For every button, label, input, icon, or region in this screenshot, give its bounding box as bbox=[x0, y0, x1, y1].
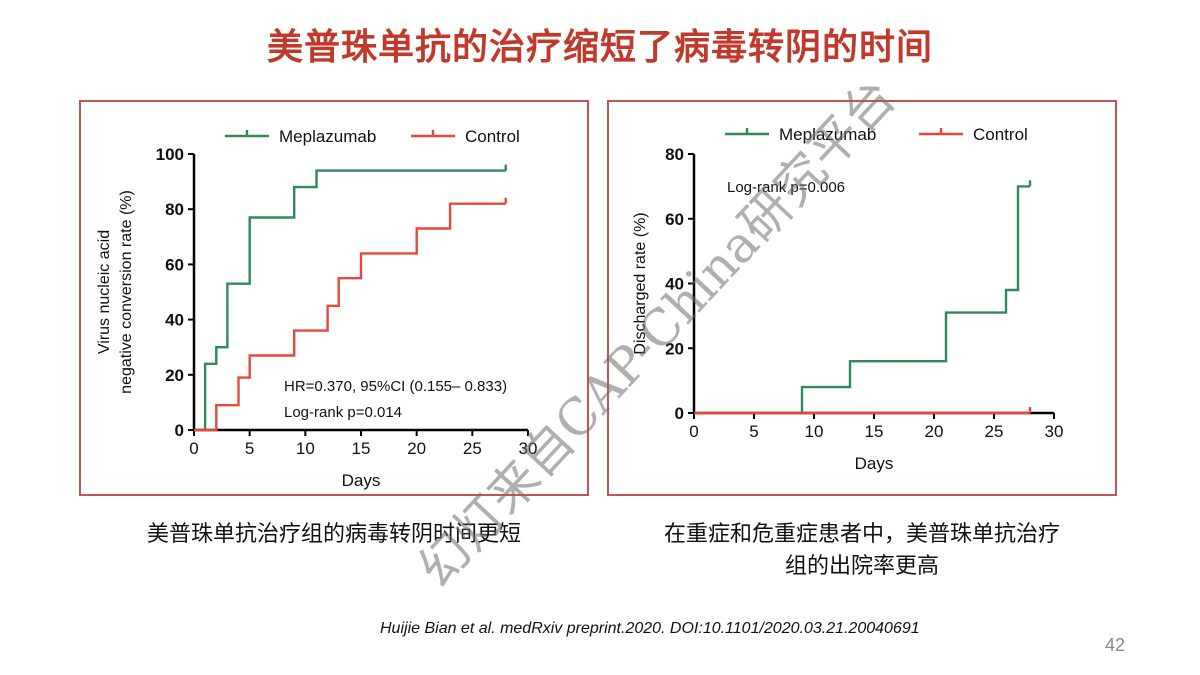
x-tick-label: 0 bbox=[689, 422, 698, 441]
y-tick-label: 40 bbox=[665, 275, 684, 294]
x-tick-label: 20 bbox=[407, 439, 426, 458]
annotation-text: Log-rank p=0.006 bbox=[727, 179, 845, 196]
annotation-text: HR=0.370, 95%CI (0.155– 0.833) bbox=[284, 378, 507, 395]
legend-label-control: Control bbox=[465, 127, 520, 146]
y-axis-label: Discharged rate (%) bbox=[632, 212, 649, 354]
caption-right-line2: 组的出院率更高 bbox=[784, 553, 939, 578]
x-tick-label: 25 bbox=[985, 422, 1004, 441]
y-tick-label: 60 bbox=[665, 210, 684, 229]
km-chart-discharge: 0 5 10 15 20 25 30 0 20 40 60 80 Days Discharged rate… bbox=[632, 125, 1064, 473]
chart-panel-discharge: 0 5 10 15 20 25 30 0 20 40 60 80 Days Discharged rate… bbox=[607, 100, 1117, 496]
y-axis-label-line2: negative conversion rate (%) bbox=[118, 190, 135, 394]
y-tick-label: 40 bbox=[165, 311, 184, 330]
chart-panel-virus-conversion: 0 5 10 15 20 25 30 0 20 40 60 80 100 Days Virus nuclei… bbox=[79, 100, 589, 496]
annotation-text: Log-rank p=0.014 bbox=[284, 404, 402, 421]
y-tick-label: 0 bbox=[175, 421, 184, 440]
x-tick-label: 0 bbox=[189, 439, 198, 458]
legend-label-meplazumab: Meplazumab bbox=[779, 125, 876, 144]
x-tick-label: 15 bbox=[865, 422, 884, 441]
x-tick-label: 5 bbox=[749, 422, 758, 441]
x-tick-label: 20 bbox=[925, 422, 944, 441]
x-axis-label: Days bbox=[342, 471, 381, 490]
x-tick-label: 30 bbox=[1045, 422, 1064, 441]
x-tick-label: 5 bbox=[245, 439, 254, 458]
series-line-meplazumab bbox=[694, 185, 1030, 415]
y-tick-label: 20 bbox=[165, 366, 184, 385]
x-tick-label: 15 bbox=[352, 439, 371, 458]
legend-label-meplazumab: Meplazumab bbox=[279, 127, 376, 146]
page-number: 42 bbox=[1105, 635, 1126, 655]
y-tick-label: 100 bbox=[156, 145, 184, 164]
x-tick-label: 10 bbox=[805, 422, 824, 441]
y-axis-label-line1: Virus nucleic acid bbox=[96, 230, 113, 354]
y-tick-label: 80 bbox=[665, 145, 684, 164]
caption-right: 在重症和危重症患者中，美普珠单抗治疗 组的出院率更高 bbox=[607, 518, 1117, 582]
caption-right-line1: 在重症和危重症患者中，美普珠单抗治疗 bbox=[663, 521, 1060, 546]
x-tick-label: 10 bbox=[296, 439, 315, 458]
y-tick-label: 20 bbox=[665, 339, 684, 358]
y-tick-label: 60 bbox=[165, 255, 184, 274]
series-line-control bbox=[194, 202, 506, 432]
legend-label-control: Control bbox=[973, 125, 1028, 144]
x-tick-label: 25 bbox=[463, 439, 482, 458]
series-line-meplazumab bbox=[194, 169, 506, 432]
caption-left: 美普珠单抗治疗组的病毒转阴时间更短 bbox=[146, 521, 521, 546]
x-tick-label: 30 bbox=[519, 439, 538, 458]
slide-title: 美普珠单抗的治疗缩短了病毒转阴的时间 bbox=[266, 26, 933, 67]
km-chart-virus-conversion: 0 5 10 15 20 25 30 0 20 40 60 80 100 Days Virus nuclei… bbox=[96, 127, 538, 490]
x-axis-label: Days bbox=[855, 454, 894, 473]
y-tick-label: 80 bbox=[165, 200, 184, 219]
citation: Huijie Bian et al. medRxiv preprint.2020… bbox=[380, 620, 920, 637]
y-tick-label: 0 bbox=[675, 404, 684, 423]
